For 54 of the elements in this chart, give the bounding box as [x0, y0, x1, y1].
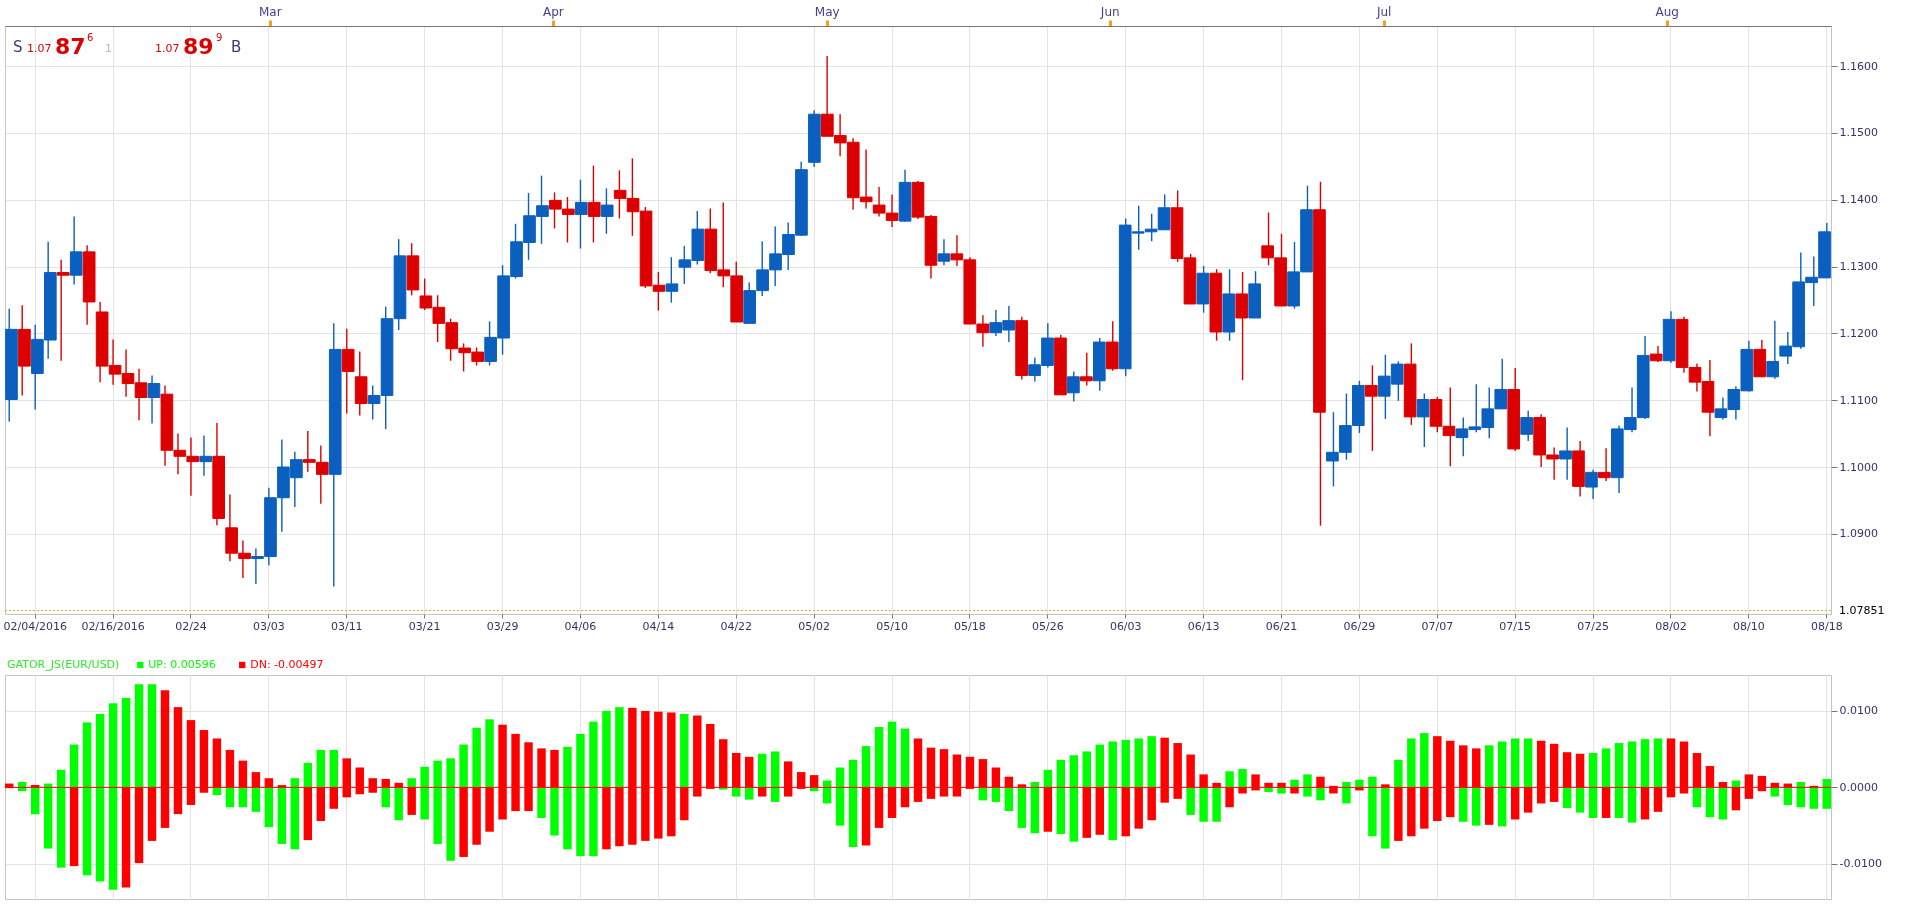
y-tick-label: 1.0900 [1839, 527, 1878, 541]
y-tick-label: 1.1600 [1839, 59, 1878, 73]
x-tick-label: 03/11 [330, 619, 363, 633]
x2-tick-label: Apr [542, 4, 564, 19]
x-tick-label: 08/02 [1655, 619, 1687, 633]
x2-tick-label: Jul [1375, 4, 1392, 19]
x-tick-label: 05/26 [1031, 619, 1064, 633]
y-tick-label: 0.0000 [1839, 780, 1878, 794]
x-tick-label: 07/25 [1577, 619, 1609, 633]
x-tick-label: 08/18 [1810, 619, 1843, 633]
annotation: 1 [105, 42, 112, 55]
annotation: 89 [183, 34, 214, 59]
annotation: 1.07 [27, 42, 52, 55]
x-tick-label: 02/04/2016 [3, 619, 67, 633]
chart-title: GATOR_JS(EUR/USD) [7, 658, 120, 671]
x2-tick-label: Mar [258, 4, 282, 19]
x-tick-label: 04/06 [564, 619, 597, 633]
x-tick-label: 03/21 [408, 619, 441, 633]
y-tick-label: 1.1400 [1839, 193, 1878, 207]
y-tick-label: 1.1300 [1839, 260, 1878, 274]
x-tick-label: 07/07 [1421, 619, 1454, 633]
y-tick-label: 1.1000 [1839, 460, 1878, 474]
x-tick-label: 03/29 [486, 619, 519, 633]
y-tick-label: 1.1200 [1839, 326, 1878, 340]
x-tick-label: 05/10 [876, 619, 908, 633]
annotation: 6 [87, 32, 94, 43]
legend-label: DN: -0.00497 [250, 658, 324, 671]
x2-tick-label: Jun [1099, 4, 1120, 19]
annotation: 1.07 [155, 42, 180, 55]
x-tick-label: 02/16/2016 [81, 619, 145, 633]
x2-tick-label: Aug [1655, 4, 1679, 19]
x-tick-label: 04/22 [720, 619, 753, 633]
y-tick-label: 1.1500 [1839, 126, 1878, 140]
x2-tick-label: May [814, 4, 840, 19]
annotation: B [231, 38, 242, 56]
legend-label: UP: 0.00596 [148, 658, 216, 671]
x-tick-label: 02/24 [175, 619, 207, 633]
x-tick-label: 06/13 [1187, 619, 1220, 633]
x-tick-label: 03/03 [253, 619, 285, 633]
x-tick-label: 06/21 [1265, 619, 1298, 633]
x-tick-label: 06/03 [1109, 619, 1142, 633]
y-tick-label: 0.0100 [1839, 704, 1878, 718]
x-tick-label: 06/29 [1343, 619, 1376, 633]
y-tick-label: -0.0100 [1839, 857, 1882, 871]
x-tick-label: 08/10 [1733, 619, 1765, 633]
y-tick-label: 1.1100 [1839, 393, 1878, 407]
x-tick-label: 04/14 [642, 619, 675, 633]
annotation: 9 [216, 32, 223, 43]
ref-line-label: 1.07851 [1839, 603, 1885, 617]
x-tick-label: 07/15 [1499, 619, 1532, 633]
x-tick-label: 05/02 [798, 619, 830, 633]
annotation: S [13, 38, 23, 56]
annotation: 87 [55, 34, 86, 59]
x-tick-label: 05/18 [954, 619, 986, 633]
